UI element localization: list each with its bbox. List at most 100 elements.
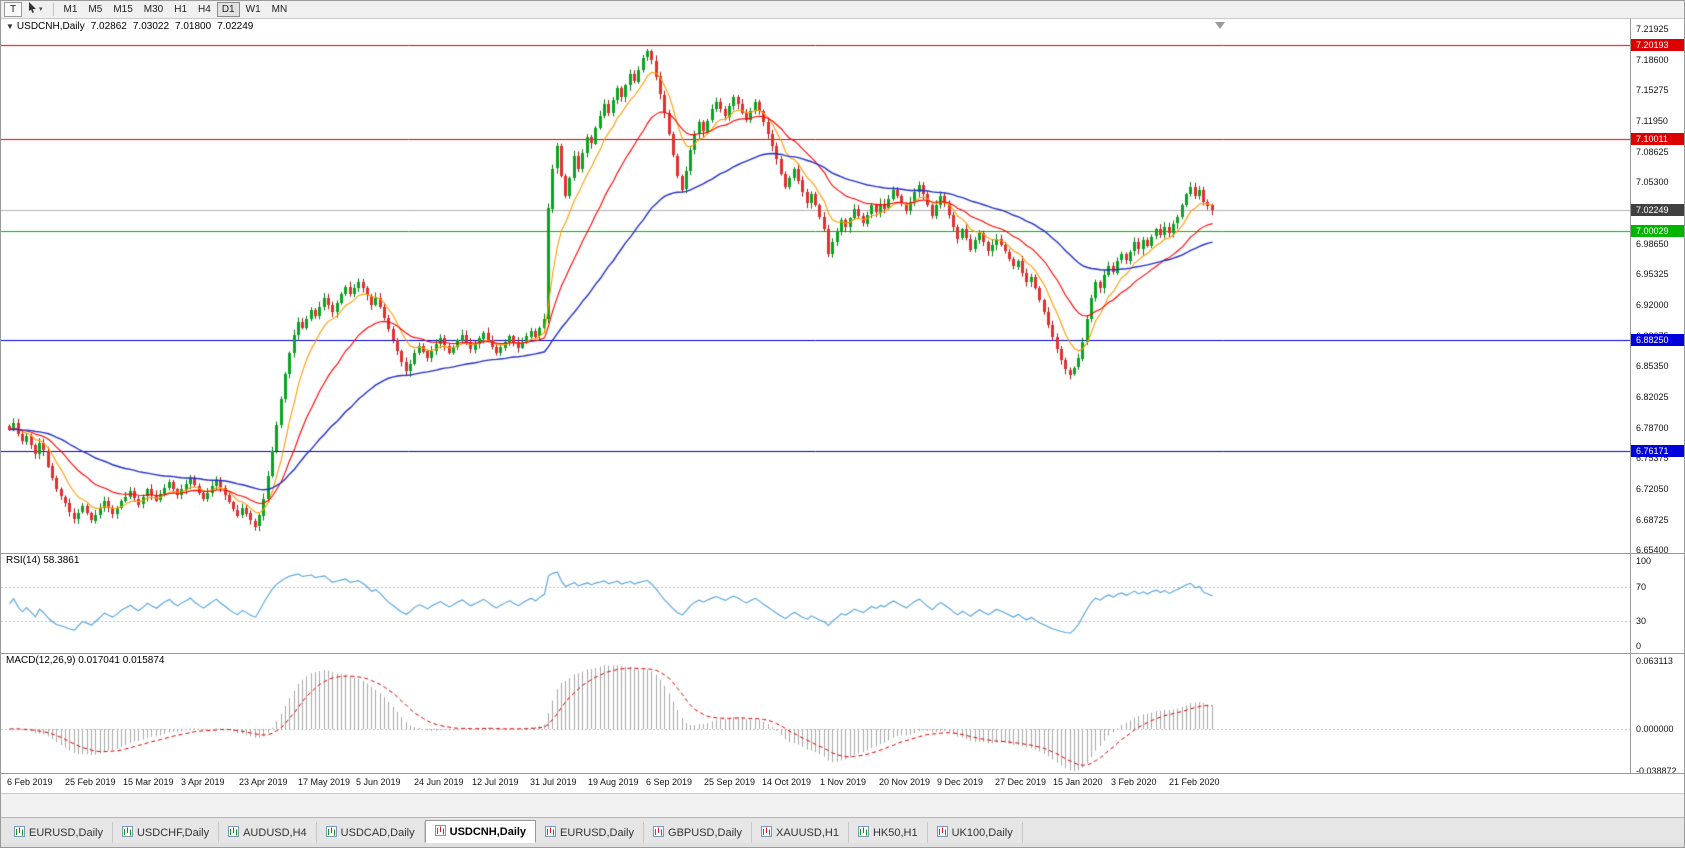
date-tick-label: 27 Dec 2019	[995, 777, 1047, 787]
date-tick-label: 19 Aug 2019	[588, 777, 639, 787]
date-tick-label: 1 Nov 2019	[820, 777, 867, 787]
date-tick-label: 15 Jan 2020	[1053, 777, 1103, 787]
pointer-tool-button[interactable]: ▾	[23, 2, 48, 17]
date-tick-label: 25 Feb 2019	[65, 777, 116, 787]
chart-tab-usdcad-daily[interactable]: USDCAD,Daily	[317, 822, 425, 843]
macd-tick-label: 0.063113	[1636, 656, 1673, 666]
timeframe-button-m15[interactable]: M15	[108, 2, 137, 17]
window-bottom-edge	[1, 843, 1684, 847]
tab-label: UK100,Daily	[951, 826, 1013, 839]
symbol-period-label: USDCNH,Daily	[16, 21, 85, 32]
timeframe-group: M1 M5 M15 M30 H1 H4 D1 W1 MN	[59, 2, 293, 17]
chart-tab-usdchf-daily[interactable]: USDCHF,Daily	[113, 822, 220, 843]
timeframe-button-m1[interactable]: M1	[59, 2, 83, 17]
rsi-tick-label: 70	[1636, 582, 1647, 592]
date-tick-label: 15 Mar 2019	[123, 777, 174, 787]
price-tick-label: 6.98650	[1636, 239, 1669, 249]
timeframe-button-m5[interactable]: M5	[83, 2, 107, 17]
macd-name: MACD(12,26,9)	[6, 655, 76, 666]
date-tick-label: 6 Feb 2019	[7, 777, 53, 787]
chart-window: ▼ USDCNH,Daily 7.02862 7.03022 7.01800 7.0224…	[1, 19, 1684, 793]
price-tick-label: 7.21925	[1636, 24, 1669, 34]
price-tick-label: 7.08625	[1636, 147, 1669, 157]
rsi-pane[interactable]: RSI(14) 58.3861	[1, 553, 1630, 653]
pane-separator[interactable]	[1, 653, 1684, 654]
date-tick-label: 25 Sep 2019	[704, 777, 756, 787]
main-chart-pane[interactable]: ▼ USDCNH,Daily 7.02862 7.03022 7.01800 7.0224…	[1, 19, 1630, 553]
price-axis[interactable]: 7.21925 7.18600 7.15275 7.11950 7.08625 7.053…	[1630, 19, 1684, 776]
main-chart-canvas[interactable]	[1, 19, 1630, 553]
price-tick-label: 6.95325	[1636, 269, 1669, 279]
chart-tab-eurusd-daily[interactable]: EURUSD,Daily	[536, 822, 645, 843]
price-tick-label: 6.72050	[1636, 484, 1669, 494]
price-tick-label: 6.92000	[1636, 300, 1669, 310]
level-price-box: 7.10011	[1631, 133, 1684, 145]
date-tick-label: 23 Apr 2019	[239, 777, 288, 787]
collapse-arrow-icon[interactable]: ▼	[6, 22, 14, 31]
close-value: 7.02249	[217, 21, 254, 32]
price-tick-label: 6.82025	[1636, 392, 1669, 402]
macd-pane[interactable]: MACD(12,26,9) 0.017041 0.015874	[1, 653, 1630, 773]
macd-label: MACD(12,26,9) 0.017041 0.015874	[6, 655, 164, 666]
level-price-box: 7.00029	[1631, 225, 1684, 237]
chart-tab-hk50-h1[interactable]: HK50,H1	[849, 822, 928, 843]
date-tick-label: 5 Jun 2019	[356, 777, 401, 787]
level-price-box: 6.88250	[1631, 334, 1684, 346]
rsi-label: RSI(14) 58.3861	[6, 555, 79, 566]
price-tick-label: 6.68725	[1636, 515, 1669, 525]
tab-label: AUDUSD,H4	[243, 826, 307, 839]
tab-label: USDCHF,Daily	[136, 826, 210, 839]
tab-chart-icon	[228, 825, 240, 840]
chart-shift-marker[interactable]	[1215, 22, 1225, 29]
tab-label: EURUSD,Daily	[560, 826, 635, 839]
date-tick-label: 12 Jul 2019	[472, 777, 519, 787]
date-tick-label: 3 Feb 2020	[1111, 777, 1157, 787]
macd-tick-label: 0.000000	[1636, 724, 1674, 734]
timeframe-button-mn[interactable]: MN	[267, 2, 293, 17]
chart-tab-eurusd-daily[interactable]: EURUSD,Daily	[5, 822, 113, 843]
timeframe-button-w1[interactable]: W1	[241, 2, 266, 17]
date-axis[interactable]: 6 Feb 2019 25 Feb 2019 15 Mar 2019 3 Apr 20…	[1, 773, 1630, 793]
tab-chart-icon	[325, 825, 337, 840]
level-price-box: 7.20193	[1631, 39, 1684, 51]
tab-chart-icon	[857, 825, 869, 840]
low-value: 7.01800	[175, 21, 212, 32]
text-tool-button[interactable]: T	[4, 2, 22, 17]
date-tick-label: 9 Dec 2019	[937, 777, 984, 787]
price-tick-label: 7.11950	[1636, 116, 1668, 126]
date-tick-label: 6 Sep 2019	[646, 777, 693, 787]
pane-separator[interactable]	[1, 553, 1684, 554]
rsi-name: RSI(14)	[6, 555, 41, 566]
tab-label: XAUUSD,H1	[775, 826, 839, 839]
chart-tab-audusd-h4[interactable]: AUDUSD,H4	[219, 822, 317, 843]
cursor-icon	[28, 2, 37, 17]
price-tick-label: 7.15275	[1636, 85, 1669, 95]
price-tick-label: 7.05300	[1636, 177, 1669, 187]
chart-title: ▼ USDCNH,Daily 7.02862 7.03022 7.01800 7.0224…	[6, 21, 253, 32]
chart-tab-bar: EURUSD,Daily USDCHF,Daily AUDUSD,H4 USDCAD,…	[1, 817, 1684, 843]
chart-tab-usdcnh-daily[interactable]: USDCNH,Daily	[424, 820, 537, 843]
date-tick-label: 20 Nov 2019	[879, 777, 931, 787]
macd-tick-label: -0.038872	[1636, 766, 1677, 776]
timeframe-button-m30[interactable]: M30	[139, 2, 168, 17]
macd-canvas[interactable]	[1, 653, 1630, 773]
date-tick-label: 14 Oct 2019	[762, 777, 812, 787]
timeframe-button-d1[interactable]: D1	[216, 2, 240, 17]
chart-tab-xauusd-h1[interactable]: XAUUSD,H1	[752, 822, 849, 843]
chart-tab-gbpusd-daily[interactable]: GBPUSD,Daily	[644, 822, 752, 843]
date-tick-label: 3 Apr 2019	[181, 777, 225, 787]
tab-chart-icon	[653, 825, 665, 840]
date-tick-label: 17 May 2019	[298, 777, 351, 787]
pane-separator	[1, 773, 1684, 774]
timeframe-button-h4[interactable]: H4	[193, 2, 216, 17]
tab-chart-icon	[545, 825, 557, 840]
rsi-canvas[interactable]	[1, 553, 1630, 653]
date-tick-label: 31 Jul 2019	[530, 777, 577, 787]
timeframe-button-h1[interactable]: H1	[169, 2, 192, 17]
chart-tab-uk100-daily[interactable]: UK100,Daily	[928, 822, 1023, 843]
rsi-tick-label: 100	[1636, 556, 1652, 566]
dropdown-arrow-icon: ▾	[39, 6, 43, 13]
price-tick-label: 6.65400	[1636, 545, 1669, 555]
rsi-tick-label: 30	[1636, 616, 1647, 626]
